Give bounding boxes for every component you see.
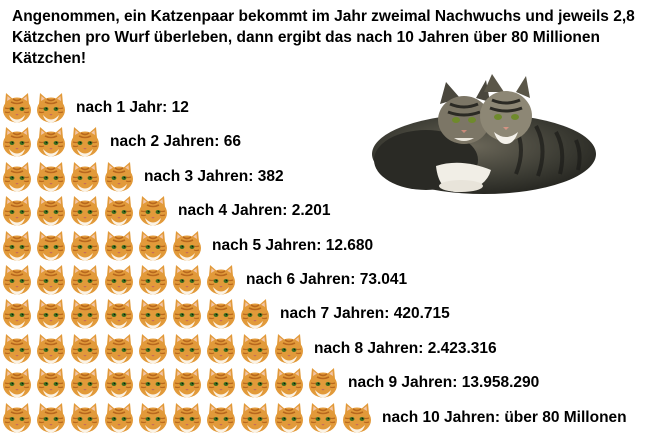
cat-face-icon: [68, 401, 102, 435]
cat-face-icon: [102, 366, 136, 400]
cat-face-icon: [0, 229, 34, 263]
cat-face-icon: [136, 194, 170, 228]
cat-face-icon: [170, 366, 204, 400]
row-label: nach 7 Jahren: 420.715: [280, 305, 450, 323]
cat-face-icon: [0, 332, 34, 366]
cat-face-icon: [0, 125, 34, 159]
cat-face-icon: [68, 332, 102, 366]
cat-face-icon: [238, 332, 272, 366]
cat-face-icon: [204, 332, 238, 366]
growth-row: nach 8 Jahren: 2.423.316: [0, 332, 497, 366]
cat-face-icon: [204, 401, 238, 435]
row-label: nach 9 Jahren: 13.958.290: [348, 374, 540, 392]
cat-face-icon: [136, 332, 170, 366]
cat-face-icon: [34, 229, 68, 263]
cat-faces: [0, 194, 170, 228]
growth-row: nach 5 Jahren: 12.680: [0, 229, 373, 263]
growth-row: nach 2 Jahren: 66: [0, 125, 241, 159]
cat-face-icon: [34, 332, 68, 366]
cat-face-icon: [272, 401, 306, 435]
row-label: nach 5 Jahren: 12.680: [212, 236, 374, 254]
cat-face-icon: [0, 91, 34, 125]
cat-face-icon: [238, 297, 272, 331]
growth-row: nach 3 Jahren: 382: [0, 160, 284, 194]
growth-row: nach 1 Jahr: 12: [0, 91, 189, 125]
growth-row: nach 4 Jahren: 2.201: [0, 194, 331, 228]
cat-face-icon: [34, 160, 68, 194]
cat-face-icon: [0, 366, 34, 400]
cat-face-icon: [102, 229, 136, 263]
cat-face-icon: [136, 229, 170, 263]
cat-faces: [0, 332, 306, 366]
cat-faces: [0, 366, 340, 400]
cat-face-icon: [0, 263, 34, 297]
cat-face-icon: [34, 401, 68, 435]
cat-face-icon: [272, 366, 306, 400]
cat-face-icon: [34, 194, 68, 228]
cat-faces: [0, 160, 136, 194]
cat-face-icon: [238, 401, 272, 435]
cat-face-icon: [204, 366, 238, 400]
row-label: nach 6 Jahren: 73.041: [246, 271, 408, 288]
cat-face-icon: [102, 160, 136, 194]
cat-face-icon: [102, 401, 136, 435]
cat-face-icon: [34, 366, 68, 400]
cat-face-icon: [68, 229, 102, 263]
cat-face-icon: [170, 401, 204, 435]
cat-face-icon: [238, 366, 272, 400]
row-label: nach 8 Jahren: 2.423.316: [314, 339, 497, 357]
cat-face-icon: [68, 297, 102, 331]
cat-face-icon: [0, 401, 34, 435]
cat-face-icon: [68, 194, 102, 228]
cat-face-icon: [102, 297, 136, 331]
cat-face-icon: [0, 160, 34, 194]
cat-face-icon: [306, 366, 340, 400]
growth-row: nach 7 Jahren: 420.715: [0, 297, 450, 331]
cat-face-icon: [0, 194, 34, 228]
cat-face-icon: [102, 194, 136, 228]
row-label: nach 1 Jahr: 12: [76, 99, 189, 116]
cat-pair-illustration: [372, 74, 596, 194]
cat-faces: [0, 125, 102, 159]
intro-text: Angenommen, ein Katzenpaar bekommt im Ja…: [12, 8, 635, 67]
row-label: nach 4 Jahren: 2.201: [178, 202, 331, 220]
cat-face-icon: [34, 91, 68, 125]
cat-face-icon: [136, 366, 170, 400]
cat-face-icon: [170, 332, 204, 366]
cat-face-icon: [170, 263, 204, 297]
row-label: nach 2 Jahren: 66: [110, 133, 241, 151]
cat-face-icon: [170, 229, 204, 263]
growth-row: nach 9 Jahren: 13.958.290: [0, 366, 539, 400]
cat-faces: [0, 91, 68, 125]
growth-row: nach 6 Jahren: 73.041: [0, 263, 407, 297]
cat-face-icon: [34, 125, 68, 159]
cat-face-icon: [340, 401, 374, 435]
cat-faces: [0, 297, 272, 331]
row-label: nach 3 Jahren: 382: [144, 167, 284, 185]
growth-row: nach 10 Jahren: über 80 Millonen: [0, 401, 627, 435]
cat-face-icon: [272, 332, 306, 366]
cat-faces: [0, 401, 374, 435]
cat-face-icon: [204, 297, 238, 331]
cat-face-icon: [68, 366, 102, 400]
cat-face-icon: [136, 401, 170, 435]
cat-face-icon: [34, 263, 68, 297]
cat-face-icon: [306, 401, 340, 435]
cat-face-icon: [136, 263, 170, 297]
cat-face-icon: [102, 332, 136, 366]
cat-faces: [0, 229, 204, 263]
cat-face-icon: [34, 297, 68, 331]
row-label: nach 10 Jahren: über 80 Millonen: [382, 408, 627, 426]
cat-face-icon: [68, 160, 102, 194]
cat-face-icon: [204, 263, 238, 297]
cat-face-icon: [68, 263, 102, 297]
cat-face-icon: [136, 297, 170, 331]
cat-face-icon: [68, 125, 102, 159]
cat-face-icon: [102, 263, 136, 297]
cat-faces: [0, 263, 238, 297]
cat-face-icon: [0, 297, 34, 331]
cat-face-icon: [170, 297, 204, 331]
